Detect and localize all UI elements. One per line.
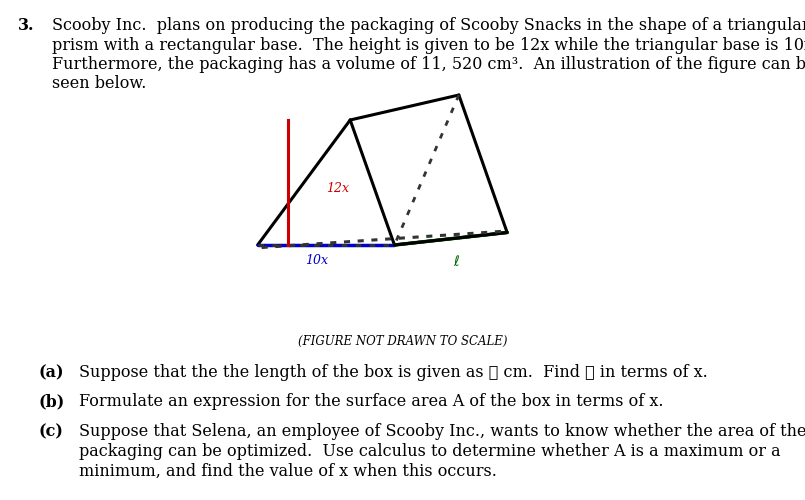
Text: seen below.: seen below. [52, 76, 147, 92]
Text: Furthermore, the packaging has a volume of 11, 520 cm³.  An illustration of the : Furthermore, the packaging has a volume … [52, 56, 805, 73]
Text: minimum, and find the value of x when this occurs.: minimum, and find the value of x when th… [79, 463, 497, 480]
Text: (b): (b) [39, 394, 65, 410]
Text: $\ell$: $\ell$ [453, 254, 460, 269]
Text: 12x: 12x [326, 182, 349, 196]
Text: Suppose that the the length of the box is given as ℓ cm.  Find ℓ in terms of x.: Suppose that the the length of the box i… [79, 364, 708, 381]
Text: (c): (c) [39, 423, 64, 440]
Text: 10x: 10x [305, 254, 328, 267]
Text: Formulate an expression for the surface area A of the box in terms of x.: Formulate an expression for the surface … [79, 394, 663, 410]
Text: Suppose that Selena, an employee of Scooby Inc., wants to know whether the area : Suppose that Selena, an employee of Scoo… [79, 423, 805, 440]
Text: (a): (a) [39, 364, 64, 381]
Text: packaging can be optimized.  Use calculus to determine whether A is a maximum or: packaging can be optimized. Use calculus… [79, 443, 781, 460]
Text: (FIGURE NOT DRAWN TO SCALE): (FIGURE NOT DRAWN TO SCALE) [298, 335, 507, 348]
Text: 3.: 3. [18, 18, 34, 34]
Text: prism with a rectangular base.  The height is given to be 12x while the triangul: prism with a rectangular base. The heigh… [52, 37, 805, 54]
Text: Scooby Inc.  plans on producing the packaging of Scooby Snacks in the shape of a: Scooby Inc. plans on producing the packa… [52, 18, 805, 34]
